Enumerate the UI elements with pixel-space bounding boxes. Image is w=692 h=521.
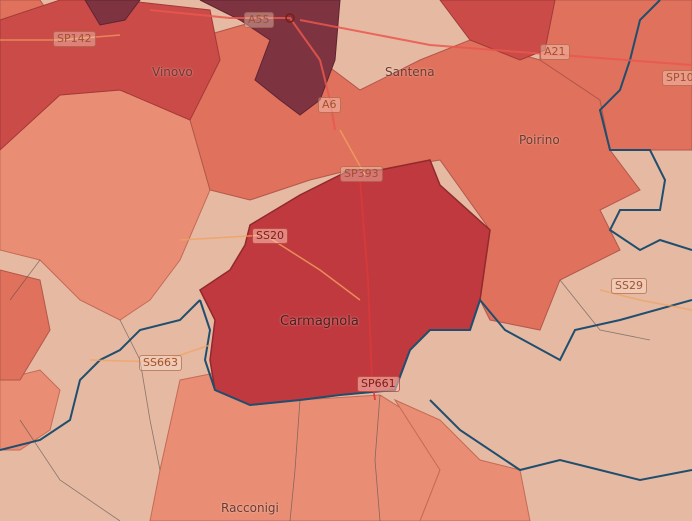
road-shield-sp661: SP661: [357, 376, 400, 392]
place-label-racconigi[interactable]: Racconigi: [221, 501, 279, 515]
province-border: [598, 0, 692, 252]
highway-a55: [149, 9, 321, 61]
road-ss20: [179, 234, 361, 301]
road-ss663: [89, 344, 211, 363]
road-shield-a55: A55: [244, 12, 274, 28]
road-sp393: [339, 129, 366, 176]
municipality-region: [0, 369, 61, 451]
place-label-vinovo[interactable]: Vinovo: [152, 65, 193, 79]
road-shield-ss663: SS663: [139, 355, 182, 371]
place-label-poirino[interactable]: Poirino: [519, 133, 560, 147]
municipal-boundaries: [9, 259, 651, 521]
municipality-region: [0, 269, 51, 381]
province-border: [199, 297, 692, 407]
road-shield-sp10: SP10: [662, 70, 692, 86]
road-shield-a6: A6: [318, 97, 341, 113]
road-shield-sp393: SP393: [340, 166, 383, 182]
road-shield-a21: A21: [540, 44, 570, 60]
road-shield-ss20: SS20: [252, 228, 288, 244]
place-label-carmagnola[interactable]: Carmagnola: [280, 314, 359, 329]
municipality-region: [393, 398, 531, 521]
highway-a6: [319, 59, 336, 131]
province-border: [429, 399, 692, 482]
municipality-region: [0, 0, 221, 151]
road-shield-sp142: SP142: [53, 31, 96, 47]
municipality-region: [439, 0, 556, 61]
highway-a21: [299, 19, 692, 66]
place-label-santena[interactable]: Santena: [385, 65, 435, 79]
road-shield-ss29: SS29: [611, 278, 647, 294]
interchange-marker: [285, 13, 295, 23]
road-sp142: [0, 34, 121, 41]
municipality-region: [199, 0, 341, 116]
municipality-region: [84, 0, 141, 26]
